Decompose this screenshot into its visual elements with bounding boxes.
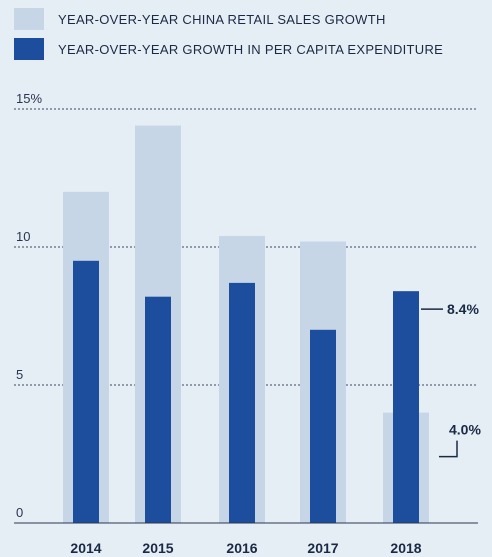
legend: YEAR-OVER-YEAR CHINA RETAIL SALES GROWTH… bbox=[14, 8, 443, 60]
y-tick-label-10: 10 bbox=[16, 229, 30, 244]
value-callouts: 8.4% 4.0% bbox=[421, 301, 481, 458]
x-tick-label-2015: 2015 bbox=[142, 540, 173, 556]
y-tick-label-0: 0 bbox=[16, 505, 23, 520]
x-tick-label-2017: 2017 bbox=[307, 540, 338, 556]
callout-label-per-capita: 8.4% bbox=[447, 301, 479, 317]
callout-leader-retail-sales bbox=[439, 440, 458, 458]
x-tick-label-2014: 2014 bbox=[70, 540, 101, 556]
bar-per-capita-2016 bbox=[229, 282, 255, 523]
legend-swatch-retail-sales bbox=[14, 8, 44, 30]
legend-swatch-per-capita bbox=[14, 38, 44, 60]
bar-per-capita-2015 bbox=[145, 296, 171, 523]
x-axis-category-labels: 2014 2015 2016 2017 2018 bbox=[70, 540, 421, 556]
bar-per-capita-2014 bbox=[73, 260, 99, 523]
bar-per-capita-2017 bbox=[310, 329, 336, 523]
y-axis-tick-labels: 0 5 10 15% bbox=[16, 91, 42, 520]
x-tick-label-2018: 2018 bbox=[390, 540, 421, 556]
y-tick-label-5: 5 bbox=[16, 367, 23, 382]
y-tick-label-15: 15% bbox=[16, 91, 42, 106]
bar-per-capita-2018 bbox=[393, 291, 419, 523]
per-capita-bars bbox=[73, 260, 419, 523]
legend-label-retail-sales: YEAR-OVER-YEAR CHINA RETAIL SALES GROWTH bbox=[58, 12, 386, 27]
x-tick-label-2016: 2016 bbox=[226, 540, 257, 556]
legend-label-per-capita: YEAR-OVER-YEAR GROWTH IN PER CAPITA EXPE… bbox=[58, 42, 443, 57]
callout-label-retail-sales: 4.0% bbox=[449, 422, 481, 438]
